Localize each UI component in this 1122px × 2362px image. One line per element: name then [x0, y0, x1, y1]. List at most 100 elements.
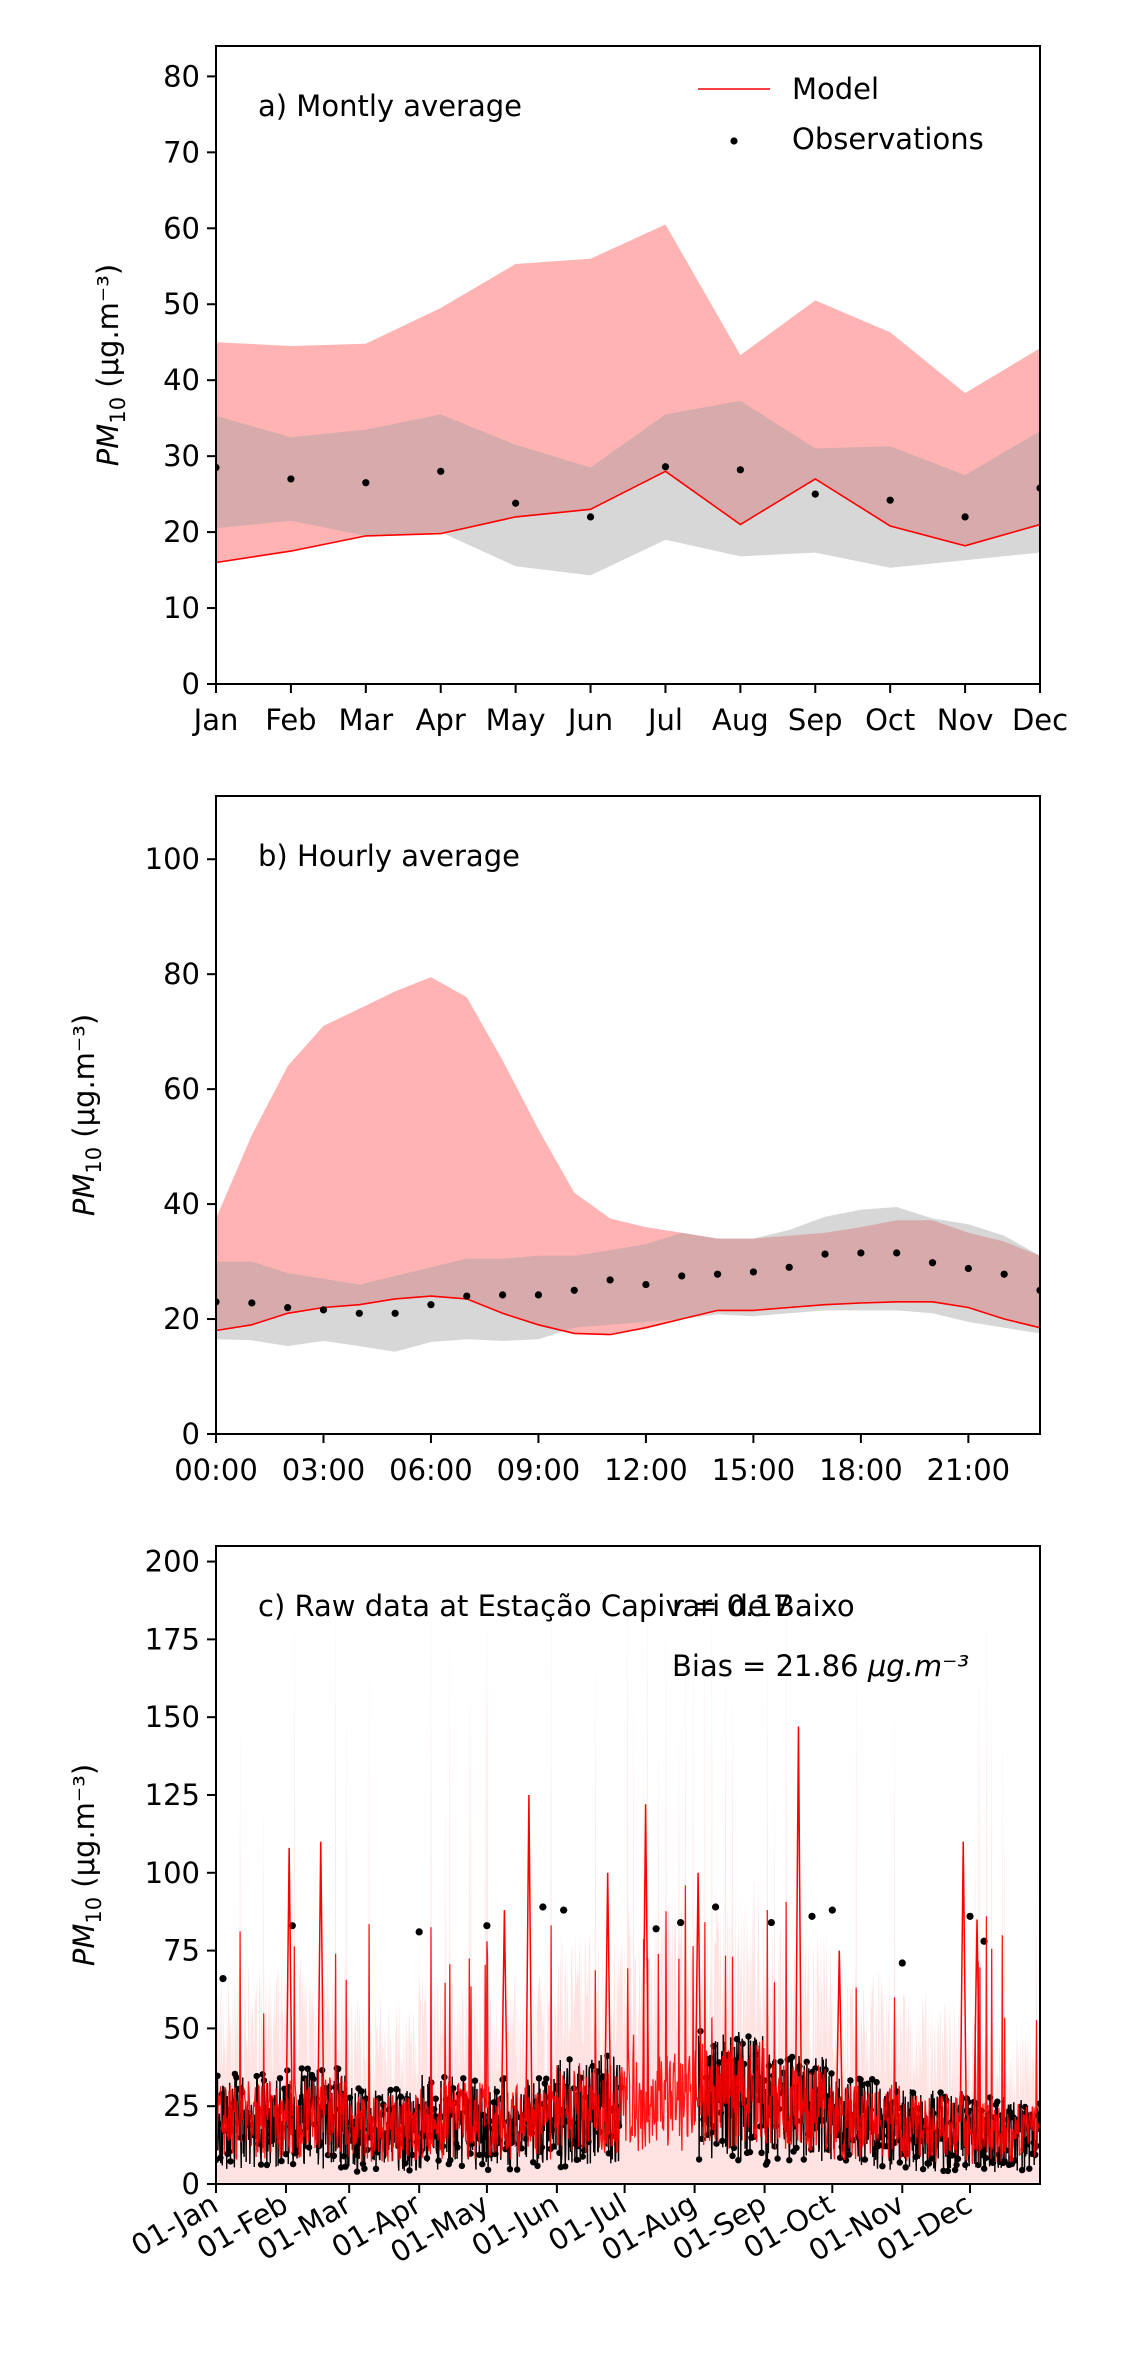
- observation-trace: [293, 2096, 296, 2154]
- y-axis-label: PM10 (μg.m⁻³): [67, 1764, 106, 1966]
- observation-trace: [267, 2115, 270, 2152]
- x-tick-label: Dec: [1012, 703, 1068, 737]
- observation-point: [319, 1306, 328, 1314]
- observation-point: [886, 496, 894, 504]
- observation-trace: [798, 2066, 801, 2073]
- observation-trace: [847, 2084, 850, 2099]
- observation-point: [966, 1912, 974, 1920]
- axes-frame: [215, 795, 1041, 1435]
- panel-title: c) Raw data at Estação Capivari de Baixo: [258, 1589, 855, 1623]
- observation-point: [898, 1959, 906, 1967]
- x-tick-label: Aug: [712, 703, 769, 737]
- observation-point: [289, 2160, 297, 2168]
- plot-area: [216, 977, 1040, 1352]
- observation-trace: [280, 2134, 283, 2162]
- correlation-text: r = 0.17: [672, 1589, 791, 1623]
- observation-trace: [828, 2076, 831, 2095]
- observation-trace: [388, 2139, 391, 2145]
- observation-trace: [1013, 2102, 1015, 2132]
- observation-trace: [343, 2102, 346, 2157]
- observation-point: [678, 1272, 686, 1280]
- observation-trace: [462, 2078, 465, 2093]
- observation-trace: [389, 2089, 392, 2108]
- y-tick-label: 0: [182, 2167, 200, 2201]
- model-peak: [285, 1847, 293, 2122]
- observation-point: [961, 513, 969, 521]
- observation-point: [713, 1270, 722, 1278]
- observation-trace: [560, 2163, 562, 2168]
- observation-point: [857, 1249, 865, 1257]
- observation-trace: [317, 2147, 320, 2165]
- observation-trace: [460, 2110, 463, 2116]
- observation-trace: [579, 2078, 582, 2162]
- x-tick-label: 15:00: [712, 1453, 796, 1487]
- observation-trace: [926, 2141, 929, 2164]
- y-tick-label: 20: [163, 1302, 200, 1336]
- observation-trace: [560, 2155, 563, 2165]
- x-tick-label: Feb: [265, 703, 316, 737]
- y-tick-label: 30: [163, 439, 200, 473]
- observation-point: [711, 1903, 720, 1911]
- model-peak: [525, 1794, 533, 2122]
- observation-point: [560, 1906, 568, 1914]
- y-tick-label: 40: [163, 1187, 200, 1221]
- model-range-band: [216, 224, 1040, 563]
- model-peak: [694, 1872, 702, 2122]
- observation-point: [409, 2151, 416, 2159]
- model-peak: [603, 1872, 612, 2122]
- x-tick-label: Sep: [788, 703, 843, 737]
- model-peak: [959, 1841, 967, 2122]
- observation-point: [506, 2166, 514, 2173]
- observation-point: [287, 475, 295, 483]
- observation-trace: [1014, 2156, 1016, 2161]
- axes-frame: [215, 45, 1041, 685]
- y-tick-label: 20: [163, 515, 200, 549]
- observation-trace: [818, 2149, 820, 2153]
- observation-trace: [598, 2060, 601, 2102]
- legend-observations-swatch: [730, 137, 738, 145]
- model-line: [216, 1885, 1040, 2164]
- y-tick-label: 0: [182, 667, 200, 701]
- panel-title: b) Hourly average: [258, 839, 520, 873]
- y-tick-label: 10: [163, 591, 200, 625]
- x-tick-label: Mar: [338, 703, 393, 737]
- observation-trace: [613, 2056, 615, 2081]
- model-peak: [500, 1910, 509, 2122]
- plot-area: [216, 224, 1040, 576]
- observation-point: [391, 1309, 399, 1317]
- observation-trace: [594, 2122, 596, 2157]
- y-tick-label: 50: [163, 287, 200, 321]
- observation-trace: [217, 2133, 220, 2151]
- y-tick-label: 100: [145, 1856, 200, 1890]
- observation-point: [263, 2161, 271, 2169]
- observation-point: [512, 499, 520, 507]
- observation-point: [353, 2168, 361, 2175]
- monthly-average-panel: 0 10 20 30 40 50 60 70 80 Jan Feb Mar Apr May Jun Jul Au…: [91, 45, 1068, 737]
- observation-trace: [884, 2120, 887, 2125]
- observation-trace: [893, 2123, 896, 2144]
- observation-point: [539, 1903, 547, 1911]
- observation-trace: [707, 2126, 709, 2135]
- observation-trace: [446, 2103, 449, 2115]
- observation-point: [355, 1309, 363, 1317]
- observation-point: [661, 463, 670, 471]
- legend-observations-label: Observations: [792, 122, 984, 156]
- observation-point: [393, 2086, 400, 2093]
- observation-point: [808, 1912, 816, 1920]
- observation-trace: [520, 2136, 523, 2149]
- y-tick-label: 25: [163, 2089, 200, 2123]
- observation-point: [467, 2150, 474, 2157]
- observation-trace: [218, 2113, 221, 2159]
- observation-point: [652, 1925, 660, 1933]
- observation-point: [821, 1250, 829, 1258]
- observation-trace: [889, 2151, 892, 2170]
- model-peak: [835, 1950, 844, 2122]
- observation-trace: [356, 2169, 359, 2172]
- observation-point: [401, 2160, 409, 2167]
- x-tick-label: Jun: [566, 703, 613, 737]
- observation-point: [257, 2161, 265, 2168]
- observation-point: [415, 1928, 423, 1936]
- x-tick-label: 06:00: [389, 1453, 473, 1487]
- observation-trace: [503, 2078, 506, 2121]
